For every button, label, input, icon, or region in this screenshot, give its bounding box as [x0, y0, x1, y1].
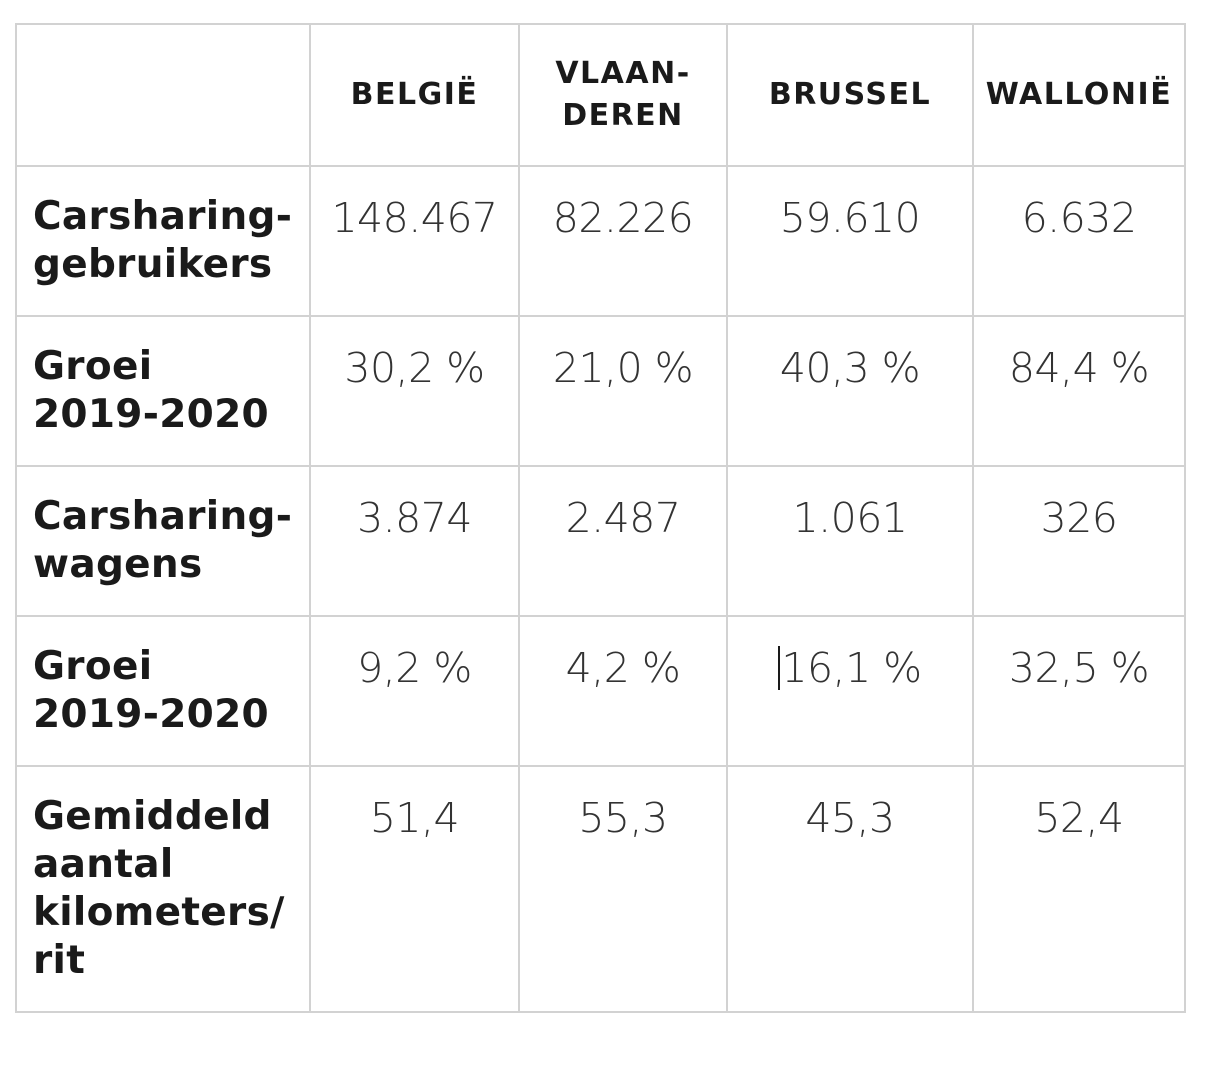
row-header: Carsharing- wagens: [15, 465, 311, 617]
column-header-wallonie: WALLONIË: [972, 23, 1186, 167]
carsharing-table: BELGIË VLAAN- DEREN BRUSSEL WALLONIË Car…: [15, 23, 1186, 1013]
corner-cell: [15, 23, 311, 167]
table-cell: 40,3 %: [726, 315, 974, 467]
header-row: BELGIË VLAAN- DEREN BRUSSEL WALLONIË: [15, 23, 1186, 167]
table-row: Carsharing- wagens 3.874 2.487 1.061 326: [15, 465, 1186, 617]
table-cell: 32,5 %: [972, 615, 1186, 767]
table-cell: 1.061: [726, 465, 974, 617]
table-cell: 51,4: [309, 765, 520, 1013]
table-cell: 30,2 %: [309, 315, 520, 467]
row-header: Carsharing- gebruikers: [15, 165, 311, 317]
table-row: Gemiddeld aantal kilometers/ rit 51,4 55…: [15, 765, 1186, 1013]
table-row: Groei 2019-2020 30,2 % 21,0 % 40,3 % 84,…: [15, 315, 1186, 467]
table-row: Groei 2019-2020 9,2 % 4,2 % 16,1 % 32,5 …: [15, 615, 1186, 767]
table-cell: 326: [972, 465, 1186, 617]
row-header: Gemiddeld aantal kilometers/ rit: [15, 765, 311, 1013]
table-cell: 55,3: [518, 765, 728, 1013]
table-cell: 59.610: [726, 165, 974, 317]
table-cell: 84,4 %: [972, 315, 1186, 467]
table-cell: 82.226: [518, 165, 728, 317]
column-header-belgie: BELGIË: [309, 23, 520, 167]
row-header: Groei 2019-2020: [15, 615, 311, 767]
table-row: Carsharing- gebruikers 148.467 82.226 59…: [15, 165, 1186, 317]
table-cell: 9,2 %: [309, 615, 520, 767]
table-cell: 2.487: [518, 465, 728, 617]
cell-text: 16,1 %: [781, 644, 922, 692]
table-cell: 45,3: [726, 765, 974, 1013]
table-cell: 21,0 %: [518, 315, 728, 467]
table-cell: 148.467: [309, 165, 520, 317]
column-header-vlaanderen: VLAAN- DEREN: [518, 23, 728, 167]
table-cell: 6.632: [972, 165, 1186, 317]
text-cursor-icon: [778, 646, 781, 690]
table-cell[interactable]: 16,1 %: [726, 615, 974, 767]
column-header-brussel: BRUSSEL: [726, 23, 974, 167]
table-cell: 52,4: [972, 765, 1186, 1013]
table-cell: 4,2 %: [518, 615, 728, 767]
row-header: Groei 2019-2020: [15, 315, 311, 467]
table-cell: 3.874: [309, 465, 520, 617]
